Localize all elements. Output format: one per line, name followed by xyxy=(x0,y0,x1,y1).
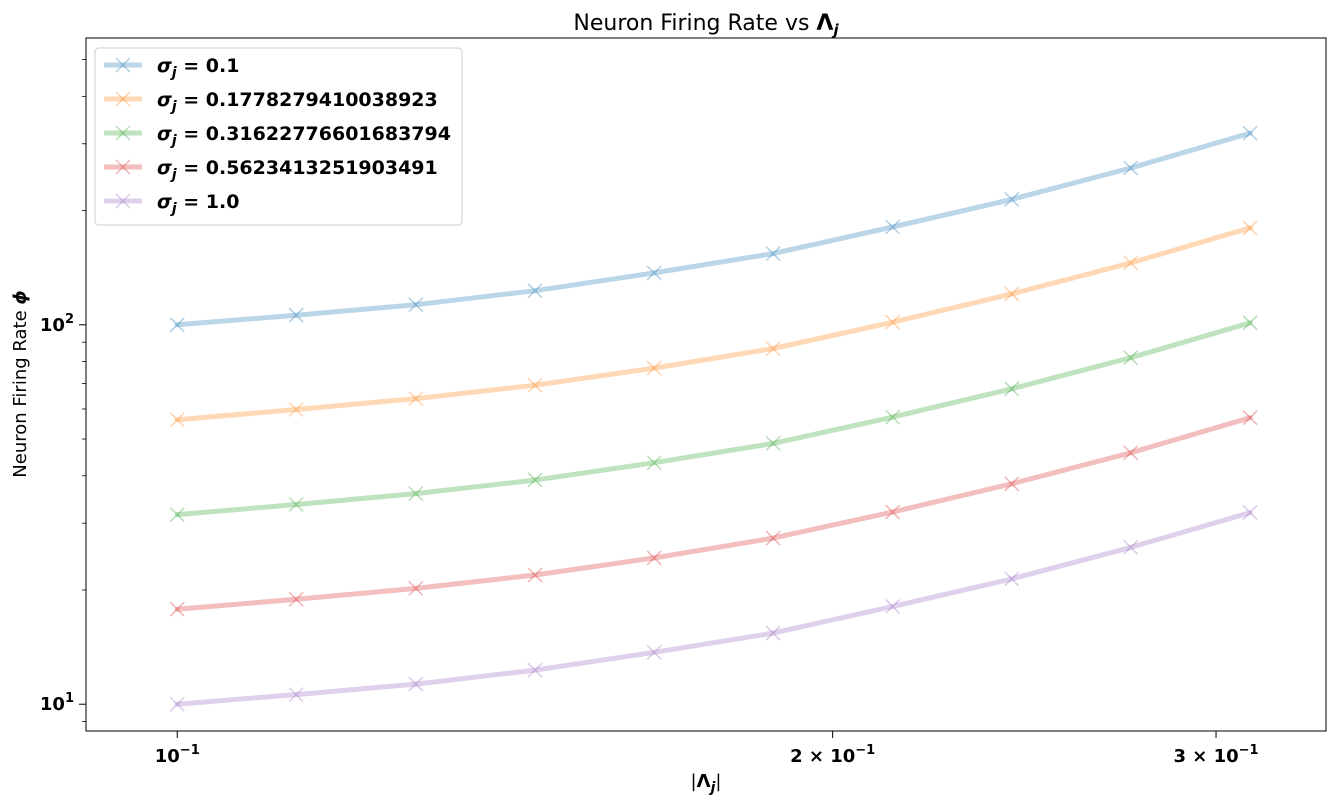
data-point-marker xyxy=(408,486,424,502)
series-line xyxy=(174,320,1253,518)
series-line xyxy=(174,415,1253,612)
data-point-marker xyxy=(1004,286,1020,302)
data-point-marker xyxy=(288,687,304,703)
series-5 xyxy=(169,505,1258,712)
data-point-marker xyxy=(1242,125,1258,141)
x-tick-label: 2 × 10−1 xyxy=(790,743,875,767)
data-point-marker xyxy=(169,412,185,428)
data-point-marker xyxy=(646,550,662,566)
data-point-marker xyxy=(885,504,901,520)
data-point-marker xyxy=(646,455,662,471)
data-point-marker xyxy=(408,391,424,407)
data-point-marker xyxy=(527,283,543,299)
legend-entry-4: σj = 0.5623413251903491 xyxy=(104,157,438,183)
legend-label: σj = 1.0 xyxy=(157,191,239,217)
data-point-marker xyxy=(765,340,781,357)
legend-entry-1: σj = 0.1 xyxy=(104,55,239,81)
data-point-marker xyxy=(288,307,304,323)
data-point-marker xyxy=(1123,255,1139,271)
legend-swatch-marker xyxy=(115,91,131,107)
data-point-marker xyxy=(885,598,901,614)
legend-swatch-marker xyxy=(115,57,131,73)
data-point-marker xyxy=(169,601,185,617)
series-1 xyxy=(169,125,1258,333)
legend-swatch-marker xyxy=(115,125,131,141)
legend-label: σj = 0.1 xyxy=(157,55,239,81)
legend-label: σj = 0.5623413251903491 xyxy=(157,157,438,183)
data-point-marker xyxy=(885,314,901,330)
data-point-marker xyxy=(765,435,781,451)
x-axis-label: |Λj| xyxy=(691,771,722,796)
data-point-marker xyxy=(169,317,185,333)
data-point-marker xyxy=(765,625,781,641)
data-point-marker xyxy=(1004,476,1020,492)
data-point-marker xyxy=(646,265,662,281)
data-point-marker xyxy=(288,591,304,607)
legend-entry-2: σj = 0.1778279410038923 xyxy=(104,89,438,115)
legend-swatch-marker xyxy=(115,193,131,209)
data-point-marker xyxy=(1004,191,1020,207)
series-3 xyxy=(169,315,1258,523)
data-point-marker xyxy=(1004,381,1020,397)
data-point-marker xyxy=(527,662,543,678)
legend-entry-5: σj = 1.0 xyxy=(104,191,239,217)
data-point-marker xyxy=(1123,539,1139,555)
data-point-marker xyxy=(646,360,662,376)
data-point-marker xyxy=(408,297,424,313)
legend-entry-3: σj = 0.31622776601683794 xyxy=(104,123,451,149)
legend-swatch-marker xyxy=(115,159,131,175)
data-point-marker xyxy=(1123,445,1139,461)
data-point-marker xyxy=(1242,315,1258,331)
data-point-marker xyxy=(1004,571,1020,587)
series-2 xyxy=(169,220,1258,428)
data-point-marker xyxy=(527,472,543,488)
y-axis-ticks: 101 102 xyxy=(40,59,86,722)
axes-frame xyxy=(85,37,1327,732)
legend-label: σj = 0.31622776601683794 xyxy=(157,123,451,149)
legend-frame xyxy=(94,47,463,226)
data-point-marker xyxy=(169,696,185,712)
legend-label: σj = 0.1778279410038923 xyxy=(157,89,438,115)
data-point-marker xyxy=(1242,410,1258,426)
y-tick-label: 102 xyxy=(40,312,74,336)
data-point-marker xyxy=(288,496,304,513)
data-point-marker xyxy=(885,409,901,425)
y-axis-label: Neuron Firing Rate ϕ xyxy=(10,290,31,477)
plot-area xyxy=(169,125,1258,712)
chart-title: Neuron Firing Rate vs Λj xyxy=(573,11,839,39)
series-4 xyxy=(169,410,1258,617)
data-point-marker xyxy=(169,507,185,523)
x-tick-label: 3 × 10−1 xyxy=(1173,743,1258,767)
series-line xyxy=(174,510,1253,707)
data-point-marker xyxy=(1123,350,1139,366)
data-point-marker xyxy=(646,644,662,660)
data-point-marker xyxy=(885,219,901,235)
x-tick-label: 10−1 xyxy=(155,743,200,767)
data-point-marker xyxy=(1242,220,1258,236)
x-axis-ticks: 10−1 2 × 10−1 3 × 10−1 xyxy=(155,731,1259,767)
data-point-marker xyxy=(1242,505,1258,521)
data-point-marker xyxy=(408,676,424,692)
series-line xyxy=(174,225,1253,423)
data-point-marker xyxy=(1123,160,1139,176)
data-point-marker xyxy=(288,401,304,418)
data-point-marker xyxy=(408,580,424,596)
data-point-marker xyxy=(765,530,781,546)
data-point-marker xyxy=(527,377,543,393)
data-point-marker xyxy=(527,567,543,583)
legend: σj = 0.1 σj = 0.1778279410038923 σj = 0.31… xyxy=(94,47,463,226)
data-point-marker xyxy=(765,246,781,262)
series-line xyxy=(174,130,1253,328)
y-tick-label: 101 xyxy=(40,691,74,715)
